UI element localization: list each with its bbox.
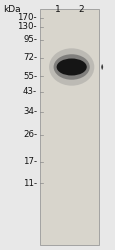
Text: 55-: 55- <box>23 72 37 81</box>
Text: 95-: 95- <box>23 36 37 44</box>
Text: 43-: 43- <box>23 87 37 96</box>
Text: 26-: 26- <box>23 130 37 139</box>
Text: 17-: 17- <box>23 158 37 166</box>
Text: 2: 2 <box>78 6 83 15</box>
Text: 11-: 11- <box>23 178 37 188</box>
Text: 34-: 34- <box>23 108 37 116</box>
Text: kDa: kDa <box>3 6 20 15</box>
Bar <box>40 9 98 244</box>
Ellipse shape <box>53 54 89 80</box>
Text: 170-: 170- <box>17 13 37 22</box>
Text: 1: 1 <box>54 6 60 15</box>
Ellipse shape <box>56 58 86 76</box>
Text: 72-: 72- <box>23 54 37 62</box>
Ellipse shape <box>49 48 93 86</box>
Text: 130-: 130- <box>17 22 37 31</box>
